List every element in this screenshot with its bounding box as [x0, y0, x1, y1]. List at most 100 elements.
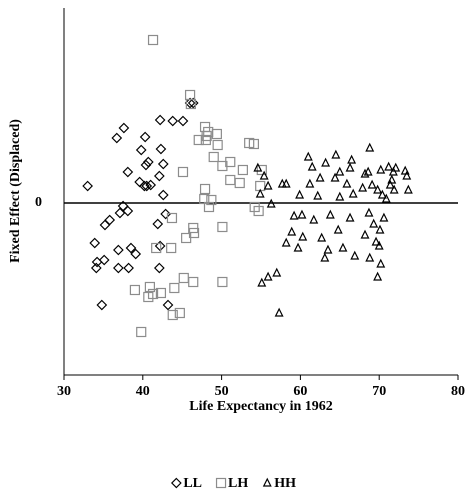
diamond-marker: [153, 170, 165, 182]
triangle-marker: [330, 172, 340, 182]
triangle-marker: [379, 212, 389, 222]
diamond-marker: [145, 179, 157, 191]
triangle-marker: [385, 179, 395, 189]
x-axis-label: Life Expectancy in 1962: [189, 399, 333, 414]
square-marker: [248, 138, 260, 150]
triangle-marker: [315, 172, 325, 182]
legend: LL LH HH: [170, 476, 296, 491]
square-marker: [129, 284, 141, 296]
square-marker: [193, 134, 204, 146]
triangle-marker: [281, 237, 291, 247]
triangle-marker: [360, 168, 370, 178]
square-marker: [215, 477, 227, 489]
diamond-marker: [96, 299, 108, 311]
triangle-marker: [391, 162, 401, 172]
y-tick-label: 0: [35, 195, 42, 210]
square-marker: [143, 291, 154, 303]
square-marker: [188, 276, 199, 288]
triangle-marker: [295, 189, 305, 199]
square-marker: [203, 201, 215, 213]
triangle-marker: [365, 142, 375, 152]
diamond-marker: [160, 208, 172, 220]
triangle-marker: [298, 231, 308, 241]
triangle-marker: [350, 250, 360, 260]
diamond-marker: [89, 237, 101, 249]
diamond-marker: [152, 218, 164, 230]
diamond-marker: [141, 180, 153, 192]
square-marker: [136, 326, 147, 338]
triangle-marker: [272, 267, 282, 277]
diamond-marker: [139, 131, 151, 143]
square-marker: [208, 151, 219, 163]
triangle-marker: [345, 162, 355, 172]
triangle-marker: [377, 189, 387, 199]
triangle-marker: [338, 242, 348, 252]
triangle-marker: [281, 178, 291, 188]
triangle-marker: [289, 210, 299, 220]
triangle-marker: [323, 244, 333, 254]
x-tick-label: 80: [451, 384, 465, 399]
square-marker: [174, 307, 185, 319]
square-marker: [155, 287, 167, 299]
triangle-marker: [309, 214, 319, 224]
triangle-marker: [365, 252, 375, 262]
triangle-marker: [325, 209, 335, 219]
square-marker: [199, 183, 211, 195]
square-marker: [234, 177, 245, 189]
square-marker: [151, 242, 162, 254]
triangle-marker: [375, 224, 385, 234]
triangle-marker: [303, 151, 313, 161]
square-marker: [177, 166, 189, 178]
triangle-marker: [257, 277, 267, 287]
triangle-marker: [320, 252, 330, 262]
triangle-marker: [369, 218, 379, 228]
triangle-marker: [263, 271, 273, 281]
square-marker: [225, 156, 236, 168]
triangle-marker: [363, 166, 373, 176]
triangle-marker: [389, 184, 399, 194]
triangle-marker: [376, 164, 386, 174]
square-marker: [206, 194, 217, 206]
diamond-marker: [117, 200, 129, 212]
square-marker: [147, 34, 159, 46]
triangle-marker: [347, 154, 357, 164]
diamond-marker: [162, 299, 174, 311]
diamond-marker: [170, 477, 182, 489]
diamond-marker: [114, 207, 126, 219]
legend-label: HH: [274, 476, 296, 491]
diamond-marker: [184, 97, 196, 109]
diamond-marker: [140, 159, 152, 171]
square-marker: [256, 164, 267, 176]
diamond-marker: [90, 262, 102, 274]
diamond-marker: [157, 158, 169, 170]
triangle-marker: [345, 212, 355, 222]
triangle-marker: [335, 166, 345, 176]
diamond-marker: [111, 132, 123, 144]
diamond-marker: [157, 189, 169, 201]
diamond-marker: [134, 176, 145, 188]
triangle-marker: [371, 236, 381, 246]
x-tick-label: 60: [293, 384, 307, 399]
triangle-marker: [255, 188, 265, 198]
square-marker: [200, 134, 211, 146]
square-marker: [225, 174, 236, 186]
triangle-marker: [263, 180, 273, 190]
diamond-marker: [154, 114, 166, 126]
triangle-marker: [266, 198, 276, 208]
triangle-marker: [297, 209, 307, 219]
triangle-marker: [384, 161, 394, 171]
diamond-marker: [113, 244, 124, 256]
square-marker: [217, 221, 228, 233]
square-marker: [211, 128, 222, 140]
diamond-marker: [98, 254, 110, 266]
diamond-marker: [153, 262, 165, 274]
legend-label: LH: [228, 476, 248, 491]
triangle-marker: [403, 184, 413, 194]
triangle-marker: [293, 242, 303, 252]
x-tick-label: 30: [57, 384, 71, 399]
square-marker: [188, 227, 200, 239]
triangle-marker: [374, 240, 384, 250]
triangle-marker: [373, 184, 383, 194]
diamond-marker: [177, 115, 189, 127]
